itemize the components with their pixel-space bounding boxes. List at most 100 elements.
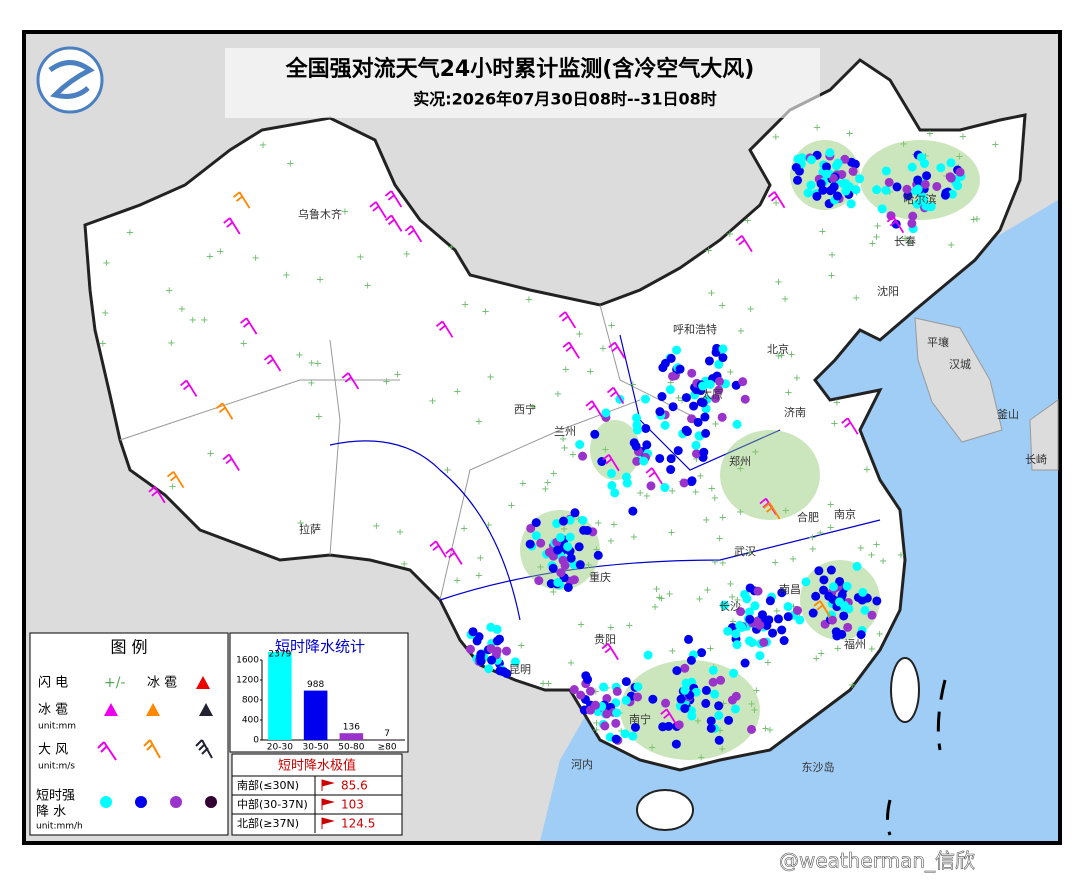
rain-dot [593,550,603,560]
rain-dot [932,181,942,191]
wind-barb [263,354,282,372]
rain-dot [803,188,813,198]
lightning-mark: + [476,553,484,564]
rain-dot [940,190,950,200]
rain-dot [660,358,670,368]
rain-dot [648,694,658,704]
rain-dot [668,371,678,381]
rain-dot [620,729,630,739]
lightning-mark: + [668,646,676,657]
city-label: 南京 [834,507,856,521]
lightning-mark: + [827,271,835,282]
lightning-mark: + [594,518,602,529]
rain-dot [555,532,565,542]
rain-dot [747,638,757,648]
region: 南部(≤30N) [237,778,299,792]
rain-dot [582,525,592,535]
lightning-mark: + [750,705,758,716]
city-label: 郑州 [729,454,751,468]
lightning-mark: + [868,644,876,655]
lightning-mark: + [773,606,781,617]
lightning-mark: + [733,595,741,606]
lightning-mark: + [752,686,760,697]
rain-dot [531,518,541,528]
rain-dot [714,710,724,720]
lightning-mark: + [857,543,865,554]
rain-dot [714,376,724,386]
rain-dot [687,368,697,378]
lightning-mark: + [708,484,716,495]
lightning-mark: + [652,584,660,595]
legend-label: 短时强 [36,789,75,804]
rain-dot [706,723,716,733]
rain-dot [764,615,774,625]
rain-dot [719,600,729,610]
city-label: 北京 [767,342,789,356]
lightning-mark: + [630,532,638,543]
lightning-mark: + [648,742,656,753]
wind-barb [369,201,387,219]
rain-dot [628,731,638,741]
rain-dot [556,568,566,578]
lightning-mark: + [706,643,714,654]
lightning-mark: + [636,488,644,499]
rain-dot [633,692,643,702]
lightning-mark: + [867,550,875,561]
rain-dot [808,608,818,618]
city-label: 呼和浩特 [673,322,717,336]
bar [268,652,292,740]
rain-dot [745,614,755,624]
lightning-mark: + [554,389,562,400]
lightning-mark: + [453,575,461,586]
lightning-mark: + [461,299,469,310]
city-label: 汉城 [949,358,971,371]
rain-dot [828,173,838,183]
value-label: 7 [384,729,390,739]
wind-barb [558,311,577,329]
japan [1029,399,1059,471]
rain-dot [686,655,696,665]
rain-dot [641,423,651,433]
lightning-mark: + [586,367,594,378]
lightning-mark: + [382,377,390,388]
rain-dot [710,689,720,699]
lightning-mark: + [625,620,633,631]
rain-dot [840,154,850,164]
rain-dot [783,612,793,622]
lightning-mark: + [845,128,853,139]
lightning-mark: + [307,378,315,389]
bar [303,690,328,740]
wind-symbol [97,741,117,761]
lightning-mark: + [356,252,364,263]
wind-barb [445,547,463,565]
lightning-mark: + [789,601,797,612]
rain-dot [673,446,683,456]
rain-dot [487,655,497,665]
rain-dot [681,425,691,435]
legend-title: 图 例 [110,638,147,657]
wind-barb [435,320,454,338]
rain-dot [622,478,632,488]
lightning-mark: + [560,524,568,535]
lightning-mark: + [560,443,568,454]
rain-dot [525,539,535,549]
lightning-mark: + [286,158,294,169]
rain-dot [563,542,573,552]
rain-dot [708,677,718,687]
lightning-mark: + [549,587,557,598]
lightning-mark: + [834,644,842,655]
wind-barb [404,225,423,243]
lightning-mark: + [486,372,494,383]
lightning-mark: + [718,744,726,755]
rain-dot [714,701,724,711]
y-tick-label: 1600 [236,656,259,666]
wind-barb [223,217,241,235]
rain-dot [706,716,716,726]
rain-dot [801,577,811,587]
lightning-mark: + [736,463,744,474]
lightning-mark: + [607,321,615,332]
rain-dot [681,678,691,688]
rain-dot [486,622,496,632]
rain-dot [700,412,710,422]
stats-title: 短时降水统计 [275,638,365,656]
